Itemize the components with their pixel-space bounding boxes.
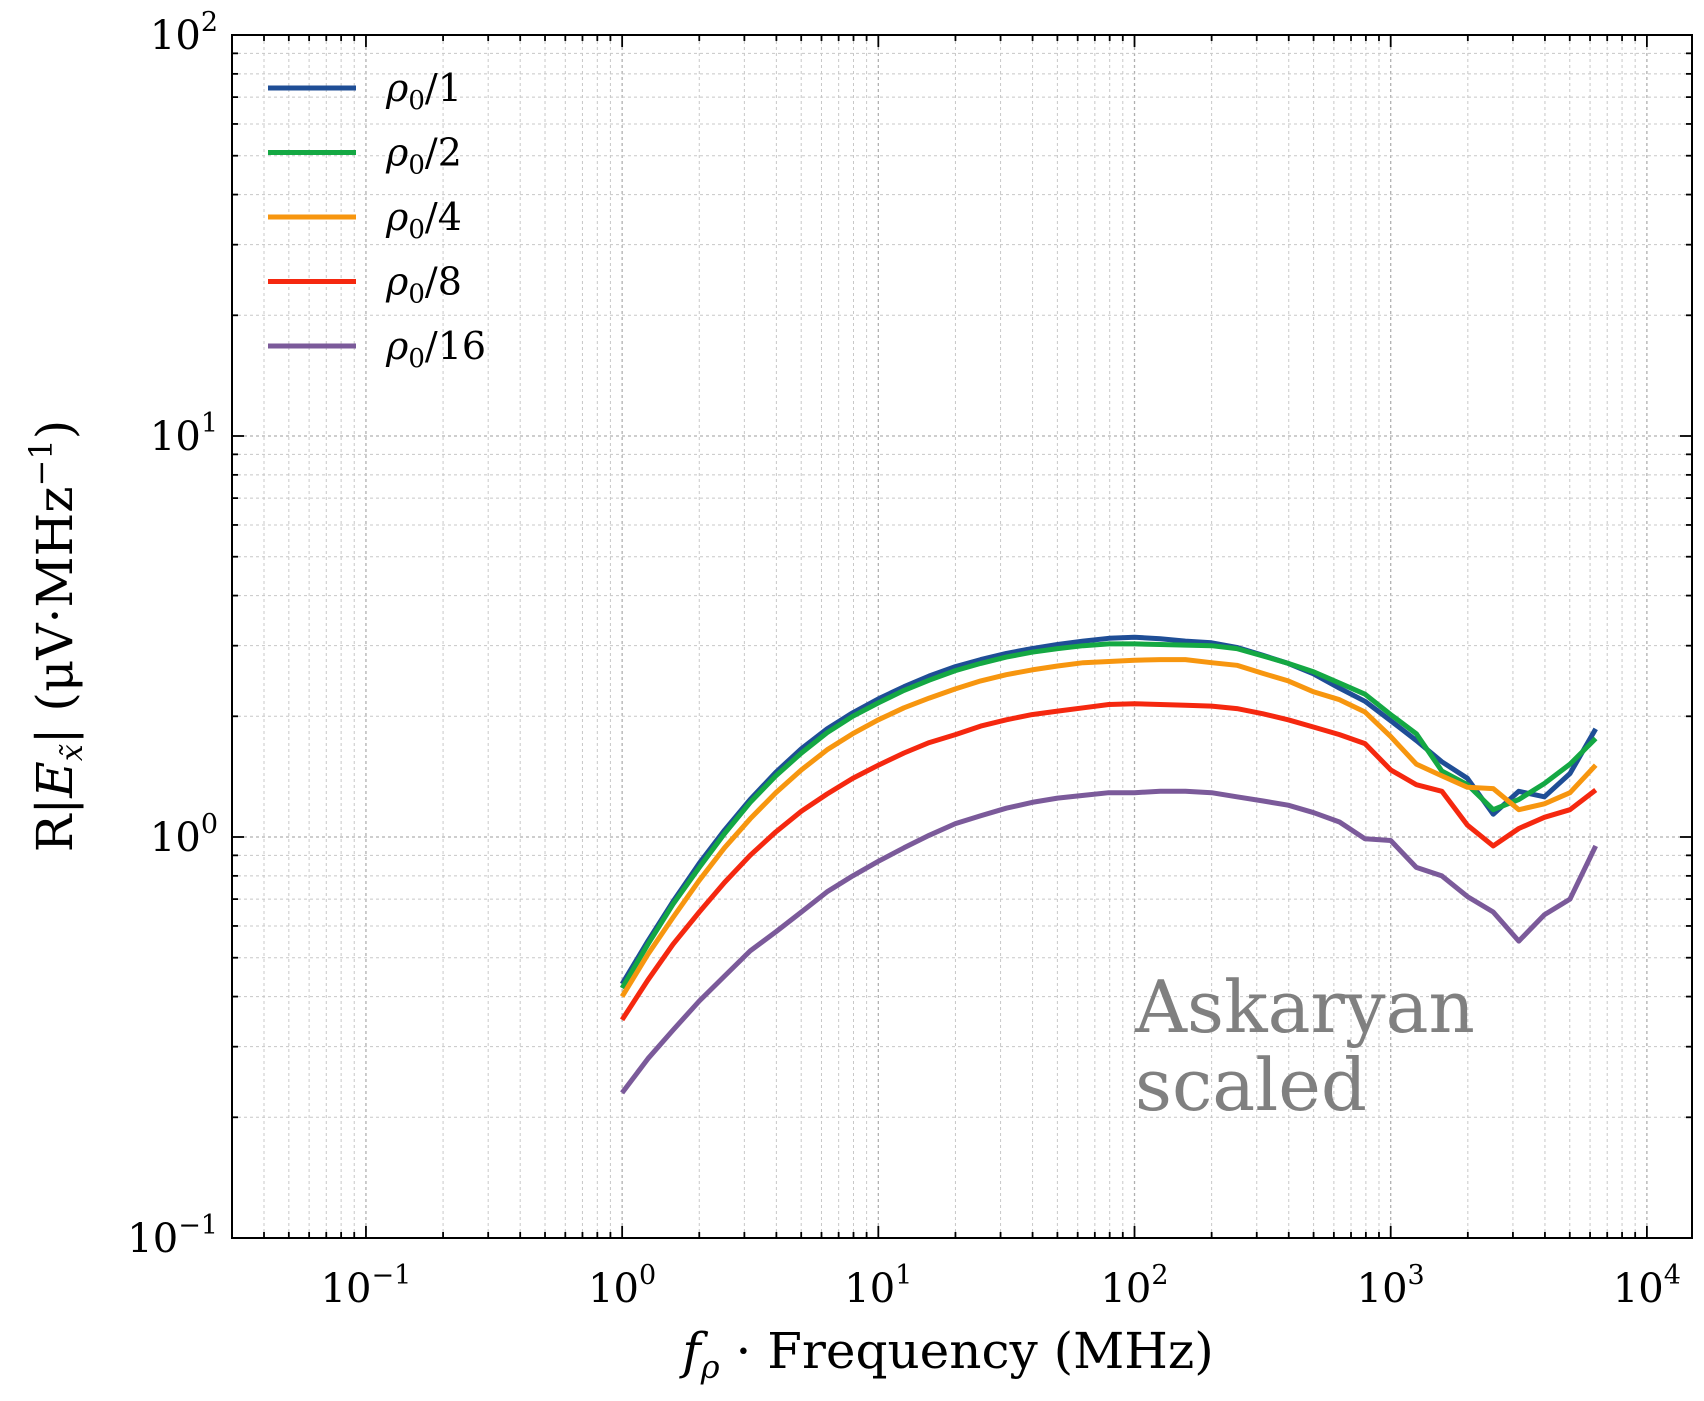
legend: ρ0/1 ρ0/2 ρ0/4 ρ0/8 ρ0/16 [268,66,486,374]
legend-label-5: ρ0/16 [385,324,486,374]
x-tick-label: 10−1 [321,1260,412,1312]
series-line-3 [619,657,1598,998]
series-line-4 [620,701,1598,1022]
y-axis-label-sub: x̃ [55,744,90,762]
series-line-5 [620,788,1598,1095]
x-tick-label: 100 [588,1260,656,1312]
y-axis-label: R|Ex̃| (μV·MHz−1) [22,420,90,853]
x-axis-label-rest: · Frequency (MHz) [720,1322,1214,1380]
legend-label-1: ρ0/1 [385,66,462,116]
annotation-line-2: scaled [1135,1043,1367,1127]
y-axis-label-end: ) [26,420,84,440]
series-line-1 [619,634,1598,986]
series-line-2 [619,641,1598,990]
x-tick-label: 104 [1613,1260,1681,1312]
y-tick-label: 100 [150,809,218,861]
y-axis-label-e: E [26,761,84,799]
x-tick-label: 103 [1357,1260,1425,1312]
y-axis-label-sup: −1 [22,439,60,486]
y-tick-label: 102 [150,7,218,59]
x-tick-label: 101 [844,1260,912,1312]
y-tick-label: 10−1 [127,1210,218,1262]
legend-label-4: ρ0/8 [385,260,462,310]
y-tick-label: 101 [150,408,218,460]
plot-frame [231,34,1693,1239]
series-group [619,634,1598,1095]
ticks [231,34,1692,1239]
grid [231,34,1692,1239]
legend-label-2: ρ0/2 [385,131,462,181]
x-axis-label-sub: ρ [700,1348,720,1386]
annotation-line-1: Askaryan [1134,965,1475,1049]
y-axis-label-mid: | (μV·MHz [26,486,84,744]
legend-label-3: ρ0/4 [385,195,462,245]
x-tick-label: 102 [1100,1260,1168,1312]
tick-labels: 10−1 100 101 102 103 104 10−1 100 101 102 [127,7,1681,1312]
x-axis-label: fρ · Frequency (MHz) [678,1322,1214,1386]
y-axis-label-r: R| [26,798,84,853]
